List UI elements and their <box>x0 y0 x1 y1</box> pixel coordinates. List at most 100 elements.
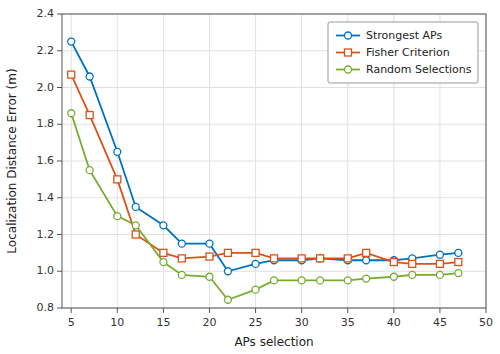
y-grid-line <box>62 234 486 235</box>
x-tick <box>255 308 256 313</box>
x-tick-label: 40 <box>387 316 401 329</box>
point <box>160 222 167 229</box>
point <box>455 259 462 266</box>
point <box>409 260 416 267</box>
point <box>86 112 93 119</box>
point <box>178 240 185 247</box>
y-tick <box>57 161 62 162</box>
x-grid-line <box>117 14 118 308</box>
x-tick-label: 45 <box>433 316 447 329</box>
point <box>298 255 305 262</box>
point <box>178 271 185 278</box>
point <box>132 222 139 229</box>
series-line <box>71 113 458 300</box>
point <box>68 71 75 78</box>
plot-frame <box>62 14 486 308</box>
x-tick <box>71 308 72 313</box>
legend-marker <box>345 32 352 39</box>
point <box>206 273 213 280</box>
point <box>114 213 121 220</box>
point <box>68 38 75 45</box>
y-tick-label: 1.4 <box>37 191 55 204</box>
legend-label: Strongest APs <box>366 29 443 42</box>
y-tick <box>57 234 62 235</box>
point <box>224 268 231 275</box>
point <box>363 257 370 264</box>
point <box>206 240 213 247</box>
point <box>271 255 278 262</box>
y-tick <box>57 308 62 309</box>
y-grid-line <box>62 197 486 198</box>
point <box>317 255 324 262</box>
point <box>317 255 324 262</box>
y-grid-line <box>62 161 486 162</box>
y-tick-label: 0.8 <box>37 301 55 314</box>
y-tick-label: 1.0 <box>37 264 55 277</box>
y-tick <box>57 87 62 88</box>
x-tick-label: 10 <box>110 316 124 329</box>
point <box>206 253 213 260</box>
x-axis-label: APs selection <box>234 335 313 349</box>
y-tick <box>57 124 62 125</box>
series <box>68 71 462 267</box>
y-tick <box>57 271 62 272</box>
point <box>160 249 167 256</box>
y-tick-label: 1.2 <box>37 228 55 241</box>
x-tick <box>301 308 302 313</box>
x-tick-label: 5 <box>68 316 75 329</box>
point <box>344 255 351 262</box>
x-tick <box>393 308 394 313</box>
x-tick-label: 35 <box>341 316 355 329</box>
legend-label: Random Selections <box>366 63 472 76</box>
point <box>363 275 370 282</box>
series-line <box>71 75 458 264</box>
x-tick <box>486 308 487 313</box>
point <box>363 249 370 256</box>
point <box>132 231 139 238</box>
x-tick-label: 30 <box>295 316 309 329</box>
point <box>409 271 416 278</box>
y-tick <box>57 14 62 15</box>
x-tick <box>209 308 210 313</box>
point <box>344 277 351 284</box>
point <box>436 260 443 267</box>
point <box>298 277 305 284</box>
chart: 0.81.01.21.41.61.82.02.22.45101520253035… <box>0 0 500 354</box>
x-tick-label: 50 <box>479 316 493 329</box>
point <box>271 277 278 284</box>
x-tick-label: 25 <box>249 316 263 329</box>
legend-label: Fisher Criterion <box>366 46 450 59</box>
y-tick-label: 1.8 <box>37 117 55 130</box>
y-tick-label: 2.2 <box>37 44 55 57</box>
point <box>390 273 397 280</box>
y-tick-label: 2.4 <box>37 7 55 20</box>
y-grid-line <box>62 124 486 125</box>
series <box>68 110 462 304</box>
legend-box <box>328 22 478 83</box>
x-tick <box>347 308 348 313</box>
point <box>132 203 139 210</box>
y-tick-label: 2.0 <box>37 81 55 94</box>
y-grid-line <box>62 87 486 88</box>
y-grid-line <box>62 271 486 272</box>
grid <box>62 14 486 308</box>
point <box>86 167 93 174</box>
point <box>160 259 167 266</box>
point <box>224 296 231 303</box>
point <box>114 176 121 183</box>
point <box>252 249 259 256</box>
point <box>455 270 462 277</box>
legend-marker <box>345 49 352 56</box>
point <box>114 148 121 155</box>
point <box>252 260 259 267</box>
point <box>178 255 185 262</box>
point <box>455 249 462 256</box>
point <box>252 286 259 293</box>
y-tick <box>57 50 62 51</box>
x-tick-label: 15 <box>156 316 170 329</box>
point <box>390 259 397 266</box>
x-tick <box>439 308 440 313</box>
x-tick <box>163 308 164 313</box>
y-tick-label: 1.6 <box>37 154 55 167</box>
point <box>68 110 75 117</box>
